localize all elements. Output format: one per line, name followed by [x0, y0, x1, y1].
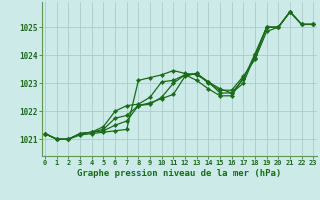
X-axis label: Graphe pression niveau de la mer (hPa): Graphe pression niveau de la mer (hPa): [77, 169, 281, 178]
